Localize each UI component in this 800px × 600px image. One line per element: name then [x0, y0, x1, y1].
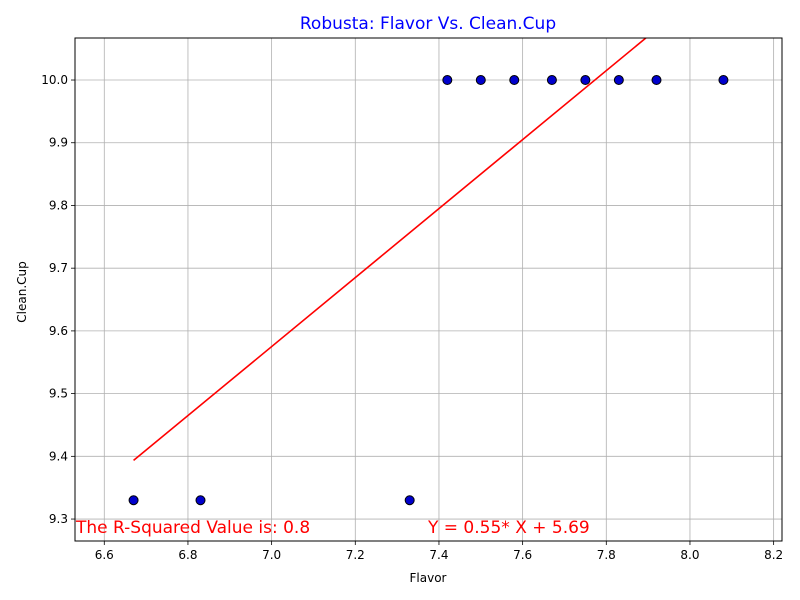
data-point: [405, 496, 414, 505]
data-point: [719, 76, 728, 85]
y-tick-label: 9.8: [49, 198, 68, 212]
x-tick-label: 7.8: [597, 548, 616, 562]
y-tick-label: 9.3: [49, 512, 68, 526]
y-axis-label: Clean.Cup: [15, 261, 29, 322]
y-tick-label: 9.6: [49, 324, 68, 338]
data-point: [581, 76, 590, 85]
y-tick-label: 9.4: [49, 449, 68, 463]
data-point: [476, 76, 485, 85]
x-tick-label: 7.0: [262, 548, 281, 562]
x-tick-label: 7.6: [513, 548, 532, 562]
x-tick-label: 8.0: [680, 548, 699, 562]
y-tick-label: 10.0: [41, 73, 68, 87]
x-axis-label: Flavor: [410, 571, 447, 585]
x-tick-label: 6.6: [95, 548, 114, 562]
data-point: [510, 76, 519, 85]
data-point: [652, 76, 661, 85]
data-point: [129, 496, 138, 505]
x-tick-label: 6.8: [178, 548, 197, 562]
y-tick-label: 9.5: [49, 387, 68, 401]
x-tick-label: 8.2: [764, 548, 783, 562]
chart-title: Robusta: Flavor Vs. Clean.Cup: [300, 14, 556, 34]
y-tick-label: 9.7: [49, 261, 68, 275]
data-point: [614, 76, 623, 85]
data-point: [196, 496, 205, 505]
x-tick-label: 7.2: [346, 548, 365, 562]
y-tick-label: 9.9: [49, 136, 68, 150]
regression-equation-annotation: Y = 0.55* X + 5.69: [427, 518, 590, 538]
data-point: [547, 76, 556, 85]
r-squared-annotation: The R-Squared Value is: 0.8: [75, 518, 310, 538]
data-point: [443, 76, 452, 85]
x-tick-label: 7.4: [429, 548, 448, 562]
